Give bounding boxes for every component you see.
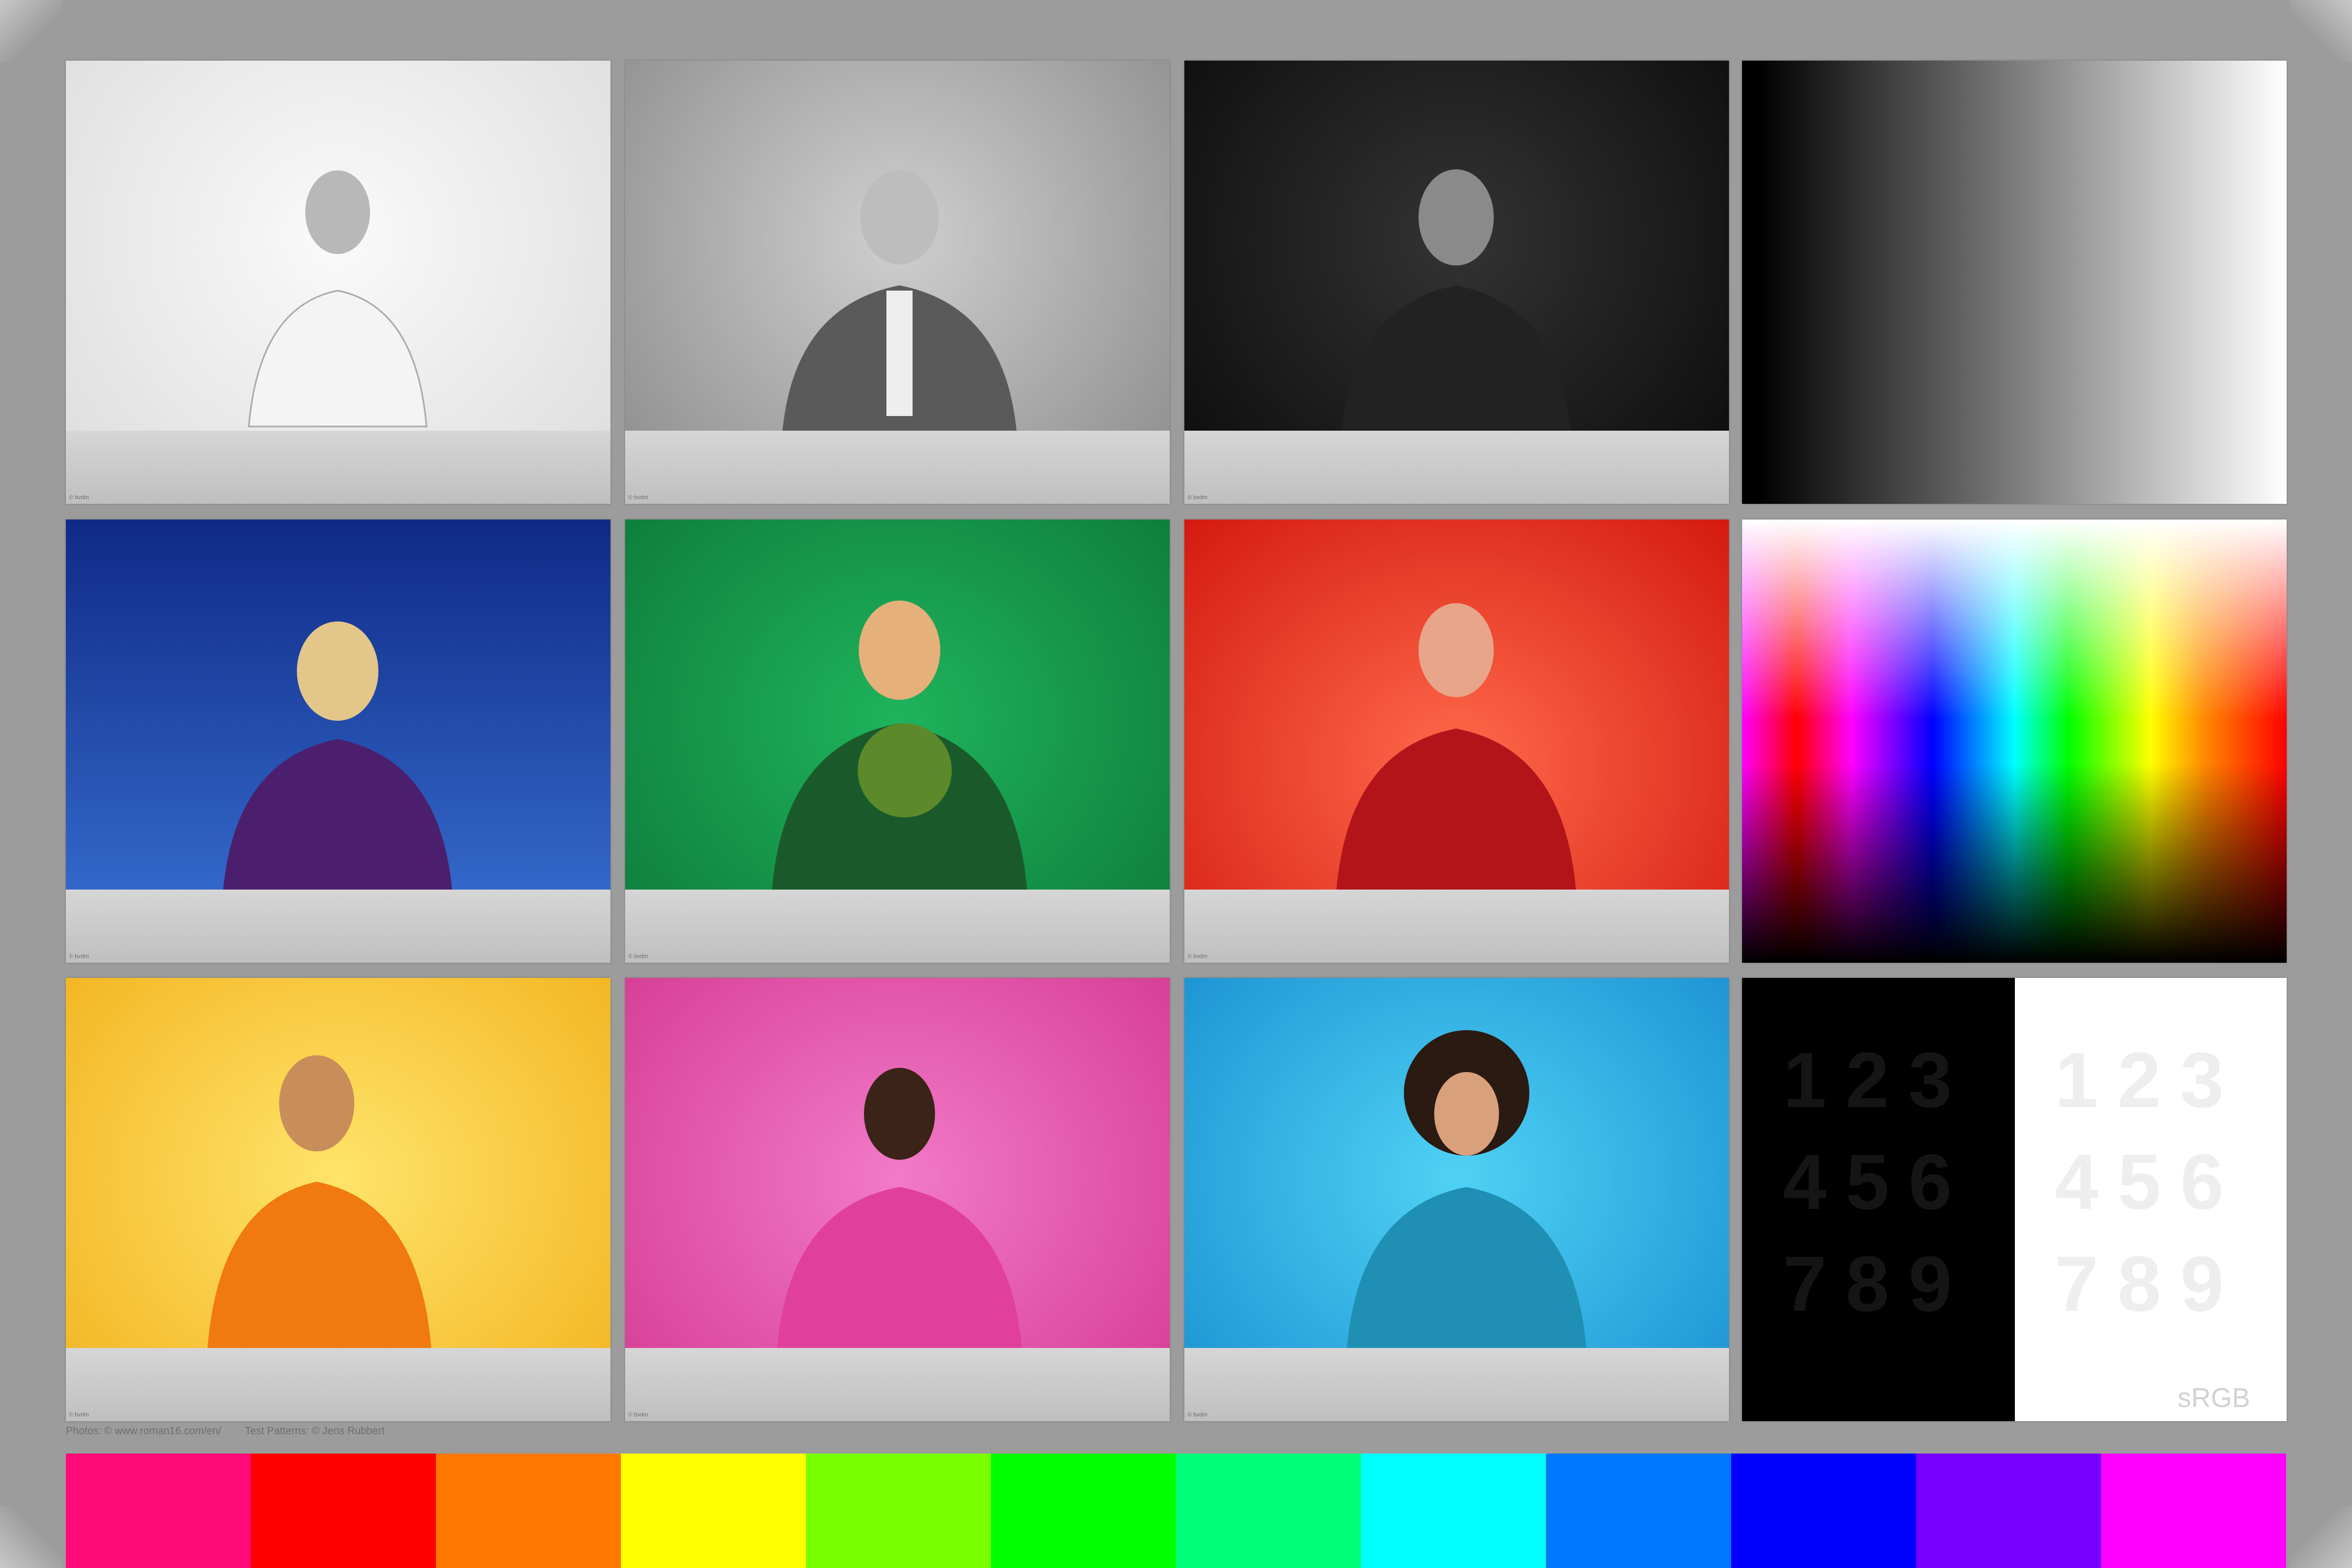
number-3: 3 <box>1908 1036 1952 1124</box>
person-silhouette <box>223 621 453 896</box>
table-surface <box>66 431 610 504</box>
color-swatch-9 <box>1546 1454 1731 1568</box>
watermark: © bvdm <box>628 494 649 501</box>
color-swatch-6 <box>991 1454 1176 1568</box>
number-7: 7 <box>2055 1240 2099 1328</box>
table-surface <box>1184 431 1729 504</box>
person-silhouette <box>777 1068 1022 1354</box>
color-swatch-2 <box>251 1454 436 1568</box>
photo-credit: Photos: © www.roman16.com/en/ <box>66 1425 222 1437</box>
table-surface <box>625 890 1170 963</box>
number-8: 8 <box>1846 1240 1889 1328</box>
color-swatch-1 <box>66 1454 251 1568</box>
number-1: 1 <box>1783 1036 1827 1124</box>
number-6: 6 <box>1908 1138 1952 1226</box>
watermark: © bvdm <box>69 494 89 501</box>
portrait-blonde-blue: © bvdm <box>66 520 610 963</box>
portrait-asian-woman-gray: © bvdm <box>66 61 610 504</box>
number-9: 9 <box>2180 1240 2224 1328</box>
person-silhouette <box>771 601 1028 896</box>
light-number-grid: 1 2 3 4 5 6 7 8 9 <box>2045 1041 2233 1323</box>
color-swatch-3 <box>436 1454 621 1568</box>
watermark: © bvdm <box>628 953 649 960</box>
watermark: © bvdm <box>1187 1412 1208 1418</box>
portrait-woman-red: © bvdm <box>1184 520 1729 963</box>
watermark: © bvdm <box>1187 494 1208 501</box>
portrait-woman-pink: © bvdm <box>625 978 1170 1421</box>
color-spectrum <box>1742 520 2287 963</box>
watermark: © bvdm <box>69 1412 89 1418</box>
grayscale-gradient <box>1742 61 2287 504</box>
number-2: 2 <box>2117 1036 2161 1124</box>
number-9: 9 <box>1908 1240 1952 1328</box>
table-surface <box>1184 1348 1729 1421</box>
table-surface <box>625 431 1170 504</box>
color-swatch-5 <box>806 1454 991 1568</box>
dark-number-grid: 1 2 3 4 5 6 7 8 9 <box>1773 1041 1962 1323</box>
portrait-man-scarf-dark: © bvdm <box>1184 61 1729 504</box>
color-swatch-8 <box>1361 1454 1546 1568</box>
white-half <box>2015 978 2287 1421</box>
person-silhouette <box>248 170 428 428</box>
color-swatch-11 <box>1916 1454 2101 1568</box>
portrait-gardener-green: © bvdm <box>625 520 1170 963</box>
color-swatch-12 <box>2101 1454 2286 1568</box>
color-bar <box>66 1454 2286 1568</box>
frame-corner-bottom-right <box>2289 1505 2352 1568</box>
watermark: © bvdm <box>628 1412 649 1418</box>
number-1: 1 <box>2055 1036 2099 1124</box>
credits-line: Photos: © www.roman16.com/en/ Test Patte… <box>66 1425 385 1437</box>
watermark: © bvdm <box>1187 953 1208 960</box>
number-4: 4 <box>1783 1138 1827 1226</box>
number-5: 5 <box>1846 1138 1889 1226</box>
frame-corner-top-right <box>2289 0 2352 63</box>
frame-corner-top-left <box>0 0 63 63</box>
person-silhouette <box>1346 1030 1587 1354</box>
portrait-businessman-gray: © bvdm <box>625 61 1170 504</box>
portrait-dj-cyan: © bvdm <box>1184 978 1729 1421</box>
table-surface <box>1184 890 1729 963</box>
watermark: © bvdm <box>69 953 89 960</box>
portrait-woman-yellow: © bvdm <box>66 978 610 1421</box>
color-swatch-4 <box>621 1454 806 1568</box>
number-6: 6 <box>2180 1138 2224 1226</box>
table-surface <box>66 1348 610 1421</box>
number-4: 4 <box>2055 1138 2099 1226</box>
person-silhouette <box>207 1055 432 1354</box>
pattern-credit: Test Patterns: © Jens Rubbert <box>245 1425 385 1437</box>
color-swatch-10 <box>1731 1454 1916 1568</box>
number-7: 7 <box>1783 1240 1827 1328</box>
person-silhouette <box>782 170 1017 437</box>
table-surface <box>625 1348 1170 1421</box>
number-3: 3 <box>2180 1036 2224 1124</box>
person-silhouette <box>1336 603 1576 896</box>
number-2: 2 <box>1846 1036 1889 1124</box>
number-contrast-test: 1 2 3 4 5 6 7 8 9 1 2 3 4 5 6 7 8 9 sRGB <box>1742 978 2287 1421</box>
table-surface <box>66 890 610 963</box>
srgb-label: sRGB <box>2177 1383 2250 1413</box>
person-silhouette <box>1341 169 1571 437</box>
number-5: 5 <box>2117 1138 2161 1226</box>
frame-corner-bottom-left <box>0 1505 63 1568</box>
number-8: 8 <box>2117 1240 2161 1328</box>
color-swatch-7 <box>1176 1454 1361 1568</box>
